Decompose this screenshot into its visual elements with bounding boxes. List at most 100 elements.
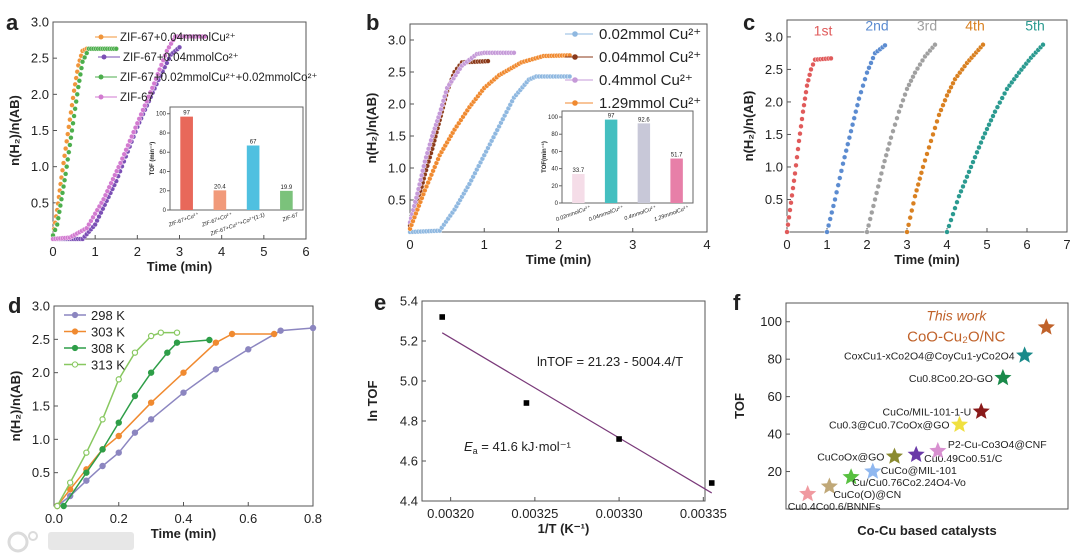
data-point	[940, 102, 946, 108]
x-tick-label: 1	[823, 237, 830, 252]
data-point	[948, 217, 954, 223]
data-point	[968, 164, 974, 170]
x-tick-label: 6	[302, 244, 309, 259]
x-tick-label: 0.00325	[511, 506, 558, 521]
data-point	[896, 109, 902, 115]
series-line	[56, 333, 275, 507]
data-point	[999, 95, 1005, 101]
data-point	[425, 146, 432, 152]
x-tick-label: 0.2	[110, 511, 128, 526]
data-point	[910, 200, 917, 206]
data-point	[795, 146, 801, 152]
x-tick-label: 1	[481, 237, 488, 252]
data-point	[997, 99, 1003, 106]
data-point	[414, 191, 421, 197]
series-ZIF-67+0.04mmolCu²⁺	[50, 46, 119, 238]
plot-frame	[421, 300, 706, 502]
catalyst-label: P2-Cu-Co3O4@CNF	[948, 439, 1047, 451]
data-point	[868, 60, 874, 66]
series-4th	[904, 42, 986, 235]
x-tick-label: 3	[903, 237, 910, 252]
data-point	[902, 92, 908, 98]
this-work-label: This work	[926, 307, 987, 323]
y-axis-label: n(H₂)/n(AB)	[741, 91, 756, 162]
inset-bar-value-label: 67	[250, 140, 257, 146]
y-axis-label: n(H₂)/n(AB)	[8, 371, 23, 442]
data-point	[828, 55, 834, 61]
data-point	[64, 138, 70, 144]
data-point	[944, 92, 950, 99]
data-point	[176, 44, 183, 50]
data-point	[922, 157, 928, 164]
data-point	[115, 419, 122, 426]
legend-label: 0.04mmol Cu²⁺	[599, 49, 701, 66]
catalyst-label: CoO-Cu₂O/NC	[907, 328, 1006, 345]
data-point	[173, 329, 181, 336]
data-point	[164, 349, 171, 356]
data-point	[270, 330, 278, 338]
data-point	[824, 229, 830, 235]
data-point	[70, 95, 76, 101]
panel-letter: d	[8, 293, 21, 318]
panel-letter: a	[6, 10, 19, 35]
inset-y-axis-label: TOF (min⁻¹)	[149, 142, 156, 175]
data-point	[84, 50, 90, 56]
x-tick-label: 2	[134, 244, 141, 259]
data-point	[419, 172, 425, 178]
data-point	[994, 104, 1001, 110]
data-point	[60, 183, 67, 190]
data-point	[127, 138, 133, 144]
data-point	[932, 125, 938, 131]
series-2nd	[824, 42, 888, 235]
data-point	[966, 169, 972, 175]
data-point	[142, 102, 148, 109]
catalyst-label: CuCo@MIL-101	[881, 465, 957, 477]
panel-a: a 0 1 2 3 4 5 6 0.5 1.0 1.5 2.0 2.5 3.0 Time (min) n(H₂…	[6, 10, 317, 274]
data-point	[83, 469, 90, 476]
data-point	[422, 159, 428, 165]
data-point	[851, 115, 857, 121]
data-point	[805, 77, 811, 83]
watermark-logo-dot-icon	[28, 531, 38, 541]
data-point	[131, 429, 139, 436]
inset-bar-value-label: 92.6	[638, 117, 650, 123]
y-axis-label: TOF	[732, 393, 747, 419]
data-point	[950, 211, 956, 217]
data-point	[180, 389, 187, 396]
legend-marker	[71, 311, 79, 319]
data-point	[99, 416, 106, 423]
data-point	[845, 141, 851, 147]
data-point	[147, 416, 155, 423]
data-point	[798, 123, 804, 129]
data-point	[956, 193, 962, 199]
y-tick-label: 1.0	[31, 159, 49, 174]
legend-marker	[98, 34, 104, 40]
data-point	[866, 65, 872, 71]
x-tick-label: 1	[92, 244, 99, 259]
catalyst-label: CuCo(O)@CN	[833, 489, 901, 501]
data-point	[910, 74, 916, 80]
data-point	[134, 120, 140, 126]
data-point	[144, 98, 150, 104]
inset-y-tick-label: 60	[159, 150, 166, 156]
data-point	[825, 222, 832, 229]
data-point	[277, 327, 284, 334]
data-point	[905, 222, 912, 228]
series-line	[56, 327, 314, 507]
data-point	[82, 54, 88, 61]
data-point	[784, 229, 790, 235]
data-point	[856, 96, 862, 102]
y-tick-label: 0.5	[388, 193, 406, 208]
data-point	[791, 178, 797, 184]
x-tick-label: 0.00335	[680, 506, 727, 521]
data-point	[952, 205, 958, 211]
data-point	[160, 57, 166, 63]
data-point	[147, 399, 155, 406]
inset-y-tick-label: 20	[159, 189, 166, 195]
data-point	[904, 229, 910, 235]
data-point	[854, 102, 861, 108]
data-point	[810, 61, 816, 68]
catalyst-star-icon	[972, 402, 990, 419]
data-point	[946, 88, 952, 94]
